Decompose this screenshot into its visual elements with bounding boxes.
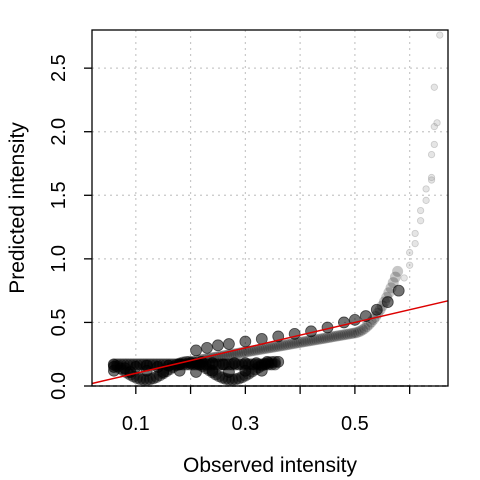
data-point bbox=[437, 32, 443, 38]
data-point bbox=[431, 84, 437, 90]
y-tick-label: 0.0 bbox=[48, 372, 70, 400]
x-axis-title: Observed intensity bbox=[183, 454, 357, 477]
data-point bbox=[434, 120, 440, 126]
identity-reference-line bbox=[92, 301, 448, 384]
data-point bbox=[431, 141, 437, 147]
data-point bbox=[423, 186, 429, 192]
data-point bbox=[428, 151, 434, 157]
data-point bbox=[406, 262, 412, 268]
data-point bbox=[269, 358, 281, 370]
data-point bbox=[240, 336, 251, 347]
scatter-points bbox=[108, 32, 443, 386]
y-tick-label: 2.0 bbox=[48, 118, 70, 146]
data-point bbox=[406, 249, 412, 255]
plot-frame bbox=[92, 30, 448, 386]
y-tick-label: 1.0 bbox=[48, 245, 70, 273]
y-tick-label: 0.5 bbox=[48, 309, 70, 337]
y-tick-label: 1.5 bbox=[48, 181, 70, 209]
data-point bbox=[212, 340, 223, 351]
data-point bbox=[412, 240, 418, 246]
data-point bbox=[191, 345, 202, 356]
data-point bbox=[423, 197, 429, 203]
data-point bbox=[412, 230, 418, 236]
data-point bbox=[417, 218, 423, 224]
y-tick-label: 2.5 bbox=[48, 54, 70, 82]
y-axis: 0.0 0.5 1.0 1.5 2.0 2.5 bbox=[48, 54, 92, 400]
data-point bbox=[223, 339, 234, 350]
y-axis-title: Predicted intensity bbox=[6, 122, 29, 294]
data-point bbox=[417, 207, 423, 213]
data-point bbox=[401, 275, 407, 281]
data-point bbox=[202, 342, 213, 353]
x-tick-label: 0.5 bbox=[341, 413, 369, 435]
grid-lines bbox=[92, 30, 448, 386]
x-axis: 0.1 0.3 0.5 bbox=[122, 386, 410, 435]
data-point bbox=[392, 266, 403, 277]
x-tick-label: 0.1 bbox=[122, 413, 150, 435]
data-point bbox=[428, 174, 434, 180]
x-tick-label: 0.3 bbox=[231, 413, 259, 435]
